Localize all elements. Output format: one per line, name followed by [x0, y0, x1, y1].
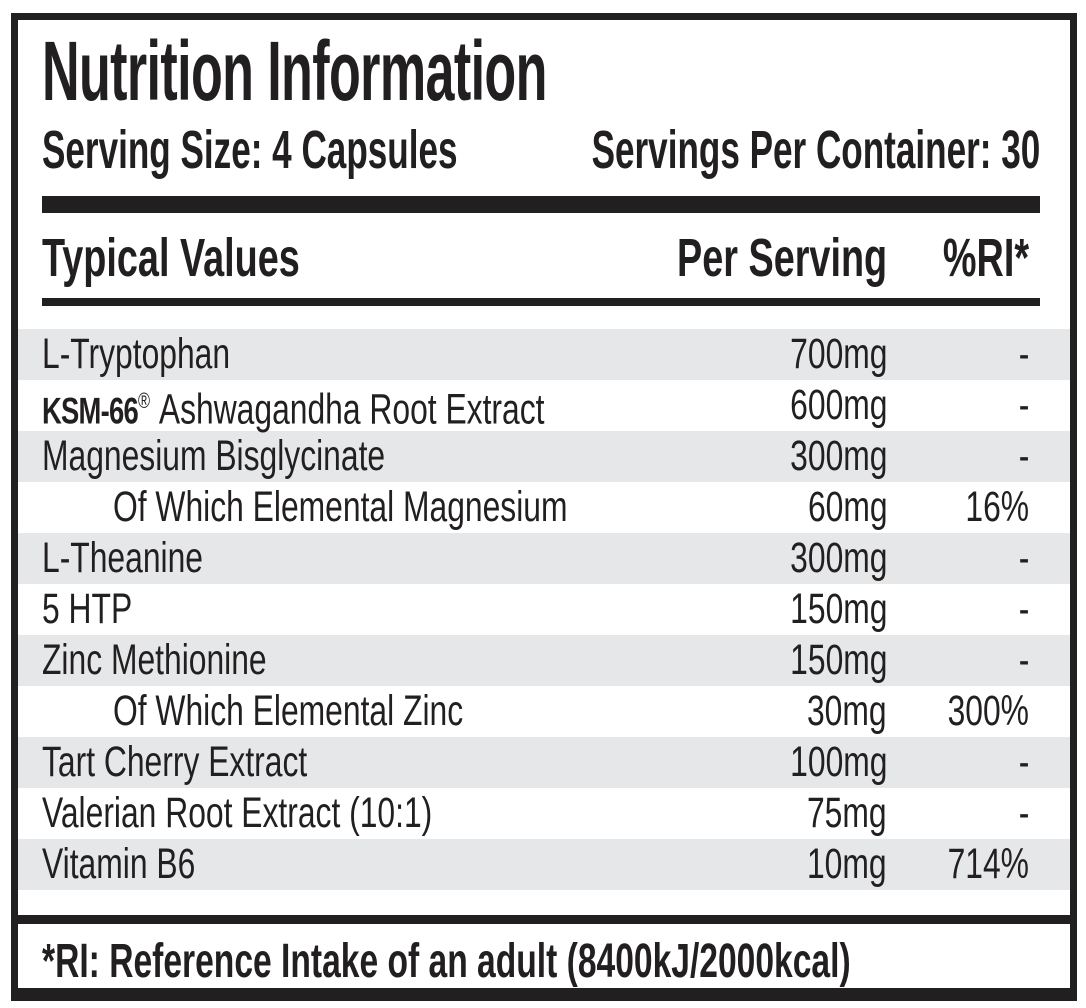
nutrient-name: KSM-66® Ashwagandha Root Extract: [42, 375, 727, 436]
nutrient-amount: 100mg: [789, 738, 887, 786]
table-row: Tart Cherry Extract 100mg -: [18, 737, 1070, 788]
column-header-row: Typical Values Per Serving %RI*: [18, 227, 1070, 289]
thin-divider: [42, 298, 1040, 306]
footer-divider: [18, 915, 1070, 924]
label-title: Nutrition Information: [42, 28, 1046, 114]
nutrient-name: Valerian Root Extract (10:1): [42, 789, 433, 837]
nutrient-ri: -: [1018, 636, 1029, 684]
table-row: L-Theanine 300mg -: [18, 533, 1070, 584]
nutrient-name: Magnesium Bisglycinate: [42, 432, 386, 480]
nutrient-table: L-Tryptophan 700mg - KSM-66® Ashwagandha …: [18, 329, 1070, 890]
nutrient-ri: -: [1018, 381, 1029, 429]
table-row: L-Tryptophan 700mg -: [18, 329, 1070, 380]
table-row: Valerian Root Extract (10:1) 75mg -: [18, 788, 1070, 839]
table-row: Zinc Methionine 150mg -: [18, 635, 1070, 686]
nutrient-amount: 75mg: [807, 789, 887, 837]
nutrient-amount: 300mg: [789, 432, 887, 480]
nutrient-ri: -: [1018, 432, 1029, 480]
nutrient-ri: 300%: [947, 687, 1029, 735]
nutrient-name: Vitamin B6: [42, 840, 196, 888]
nutrient-ri: 714%: [947, 840, 1029, 888]
nutrient-amount: 10mg: [807, 840, 887, 888]
nutrient-ri: -: [1018, 789, 1029, 837]
table-row: Of Which Elemental Zinc 30mg 300%: [18, 686, 1070, 737]
nutrient-name: L-Theanine: [42, 534, 203, 582]
nutrient-amount: 150mg: [789, 636, 887, 684]
table-row: Of Which Elemental Magnesium 60mg 16%: [18, 482, 1070, 533]
column-header-typical-values: Typical Values: [42, 228, 300, 288]
nutrient-name-text: Ashwagandha Root Extract: [158, 385, 545, 434]
table-row: KSM-66® Ashwagandha Root Extract 600mg -: [18, 380, 1070, 433]
nutrient-ri: -: [1018, 534, 1029, 582]
nutrient-amount: 150mg: [789, 585, 887, 633]
table-row: 5 HTP 150mg -: [18, 584, 1070, 635]
ksm66-brand: KSM-66: [42, 390, 139, 432]
serving-line: Serving Size: 4 Capsules Servings Per Co…: [42, 122, 1040, 178]
servings-per-container: Servings Per Container: 30: [591, 120, 1040, 180]
nutrient-name: Zinc Methionine: [42, 636, 267, 684]
nutrient-name: Of Which Elemental Magnesium: [113, 483, 568, 531]
nutrient-name: Tart Cherry Extract: [42, 738, 308, 786]
column-header-per-serving: Per Serving: [676, 228, 887, 288]
nutrient-amount: 600mg: [789, 381, 887, 429]
nutrient-name: 5 HTP: [42, 585, 133, 633]
serving-size: Serving Size: 4 Capsules: [42, 120, 458, 180]
nutrient-ri: 16%: [965, 483, 1029, 531]
nutrient-ri: -: [1018, 330, 1029, 378]
column-header-ri: %RI*: [942, 228, 1029, 288]
nutrient-amount: 300mg: [789, 534, 887, 582]
nutrient-amount: 30mg: [807, 687, 887, 735]
nutrient-ri: -: [1018, 585, 1029, 633]
nutrition-label: Nutrition Information Serving Size: 4 Ca…: [11, 13, 1077, 1001]
thick-divider: [42, 196, 1040, 213]
registered-trademark-icon: ®: [137, 387, 150, 413]
table-row: Vitamin B6 10mg 714%: [18, 839, 1070, 890]
nutrient-name: L-Tryptophan: [42, 330, 231, 378]
table-row: Magnesium Bisglycinate 300mg -: [18, 431, 1070, 482]
ri-footnote: *RI: Reference Intake of an adult (8400k…: [42, 935, 851, 988]
label-title-text: Nutrition Information: [42, 24, 547, 118]
nutrient-amount: 700mg: [789, 330, 887, 378]
nutrient-name: Of Which Elemental Zinc: [113, 687, 464, 735]
nutrient-amount: 60mg: [807, 483, 888, 531]
nutrient-ri: -: [1018, 738, 1029, 786]
